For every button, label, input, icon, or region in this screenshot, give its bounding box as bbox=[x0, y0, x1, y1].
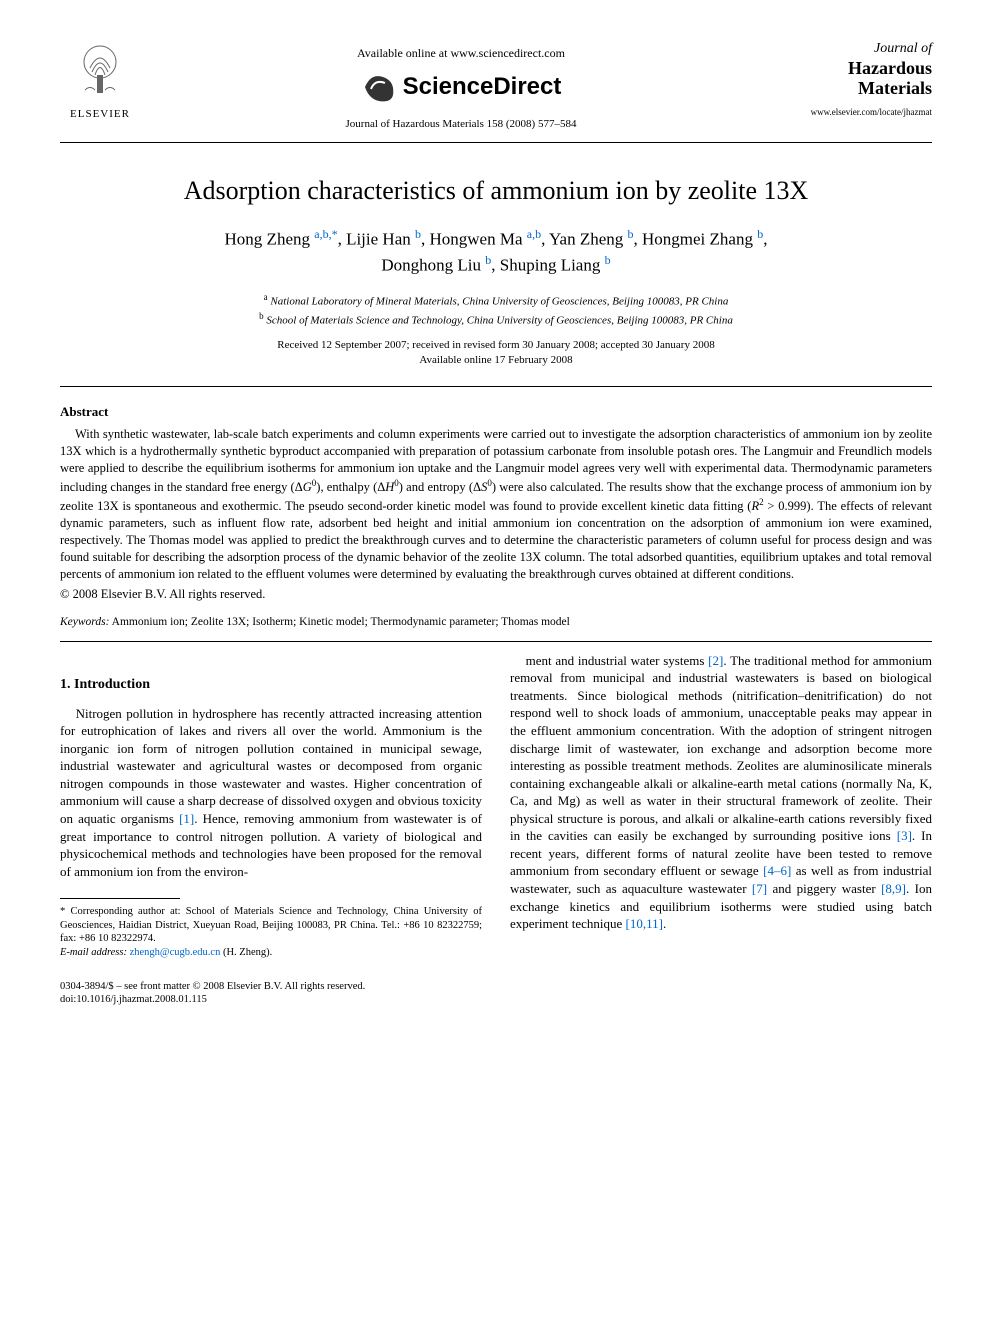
authors-list: Hong Zheng a,b,*, Lijie Han b, Hongwen M… bbox=[60, 226, 932, 277]
dates-available: Available online 17 February 2008 bbox=[60, 353, 932, 368]
journal-of-text: Journal of bbox=[782, 40, 932, 59]
title-divider bbox=[60, 386, 932, 387]
corresponding-email: E-mail address: zhengh@cugb.edu.cn (H. Z… bbox=[60, 946, 482, 960]
affiliation-b: b School of Materials Science and Techno… bbox=[60, 310, 932, 329]
body-columns: 1. Introduction Nitrogen pollution in hy… bbox=[60, 652, 932, 960]
issn-copyright: 0304-3894/$ – see front matter © 2008 El… bbox=[60, 980, 932, 994]
elsevier-logo: ELSEVIER bbox=[60, 40, 140, 121]
abstract-body: With synthetic wastewater, lab-scale bat… bbox=[60, 426, 932, 582]
journal-url: www.elsevier.com/locate/jhazmat bbox=[782, 106, 932, 118]
email-link[interactable]: zhengh@cugb.edu.cn bbox=[130, 947, 221, 958]
front-matter-footer: 0304-3894/$ – see front matter © 2008 El… bbox=[60, 980, 932, 1007]
keywords-list: Ammonium ion; Zeolite 13X; Isotherm; Kin… bbox=[112, 616, 570, 628]
article-title: Adsorption characteristics of ammonium i… bbox=[60, 173, 932, 208]
header-divider bbox=[60, 142, 932, 143]
sciencedirect-logo: ScienceDirect bbox=[361, 69, 562, 105]
column-left: 1. Introduction Nitrogen pollution in hy… bbox=[60, 676, 482, 960]
journal-name-line2: Materials bbox=[782, 79, 932, 99]
abstract-divider bbox=[60, 641, 932, 642]
elsevier-tree-icon bbox=[70, 40, 130, 100]
intro-heading: 1. Introduction bbox=[60, 676, 482, 695]
column-right: ment and industrial water systems [2]. T… bbox=[510, 652, 932, 933]
journal-name-line1: Hazardous bbox=[782, 59, 932, 79]
email-label: E-mail address: bbox=[60, 947, 127, 958]
available-online-text: Available online at www.sciencedirect.co… bbox=[140, 45, 782, 61]
dates-received: Received 12 September 2007; received in … bbox=[60, 338, 932, 353]
sciencedirect-swoosh-icon bbox=[361, 69, 397, 105]
footnote-separator bbox=[60, 898, 180, 899]
affiliations: a National Laboratory of Mineral Materia… bbox=[60, 291, 932, 328]
article-dates: Received 12 September 2007; received in … bbox=[60, 338, 932, 368]
keywords-label: Keywords: bbox=[60, 616, 109, 628]
intro-para-right: ment and industrial water systems [2]. T… bbox=[510, 652, 932, 933]
keywords: Keywords: Ammonium ion; Zeolite 13X; Iso… bbox=[60, 615, 932, 631]
sciencedirect-text: ScienceDirect bbox=[403, 71, 562, 103]
corresponding-footnote: * Corresponding author at: School of Mat… bbox=[60, 905, 482, 960]
elsevier-label: ELSEVIER bbox=[60, 107, 140, 122]
corresponding-text: * Corresponding author at: School of Mat… bbox=[60, 905, 482, 946]
abstract-copyright: © 2008 Elsevier B.V. All rights reserved… bbox=[60, 586, 932, 603]
doi: doi:10.1016/j.jhazmat.2008.01.115 bbox=[60, 993, 932, 1007]
publisher-header: ELSEVIER Available online at www.science… bbox=[60, 40, 932, 132]
abstract-heading: Abstract bbox=[60, 403, 932, 421]
journal-title-block: Journal of Hazardous Materials www.elsev… bbox=[782, 40, 932, 119]
affiliation-a: a National Laboratory of Mineral Materia… bbox=[60, 291, 932, 310]
journal-citation: Journal of Hazardous Materials 158 (2008… bbox=[140, 117, 782, 132]
email-author: (H. Zheng). bbox=[223, 947, 272, 958]
header-center: Available online at www.sciencedirect.co… bbox=[140, 40, 782, 132]
intro-para-left: Nitrogen pollution in hydrosphere has re… bbox=[60, 705, 482, 880]
